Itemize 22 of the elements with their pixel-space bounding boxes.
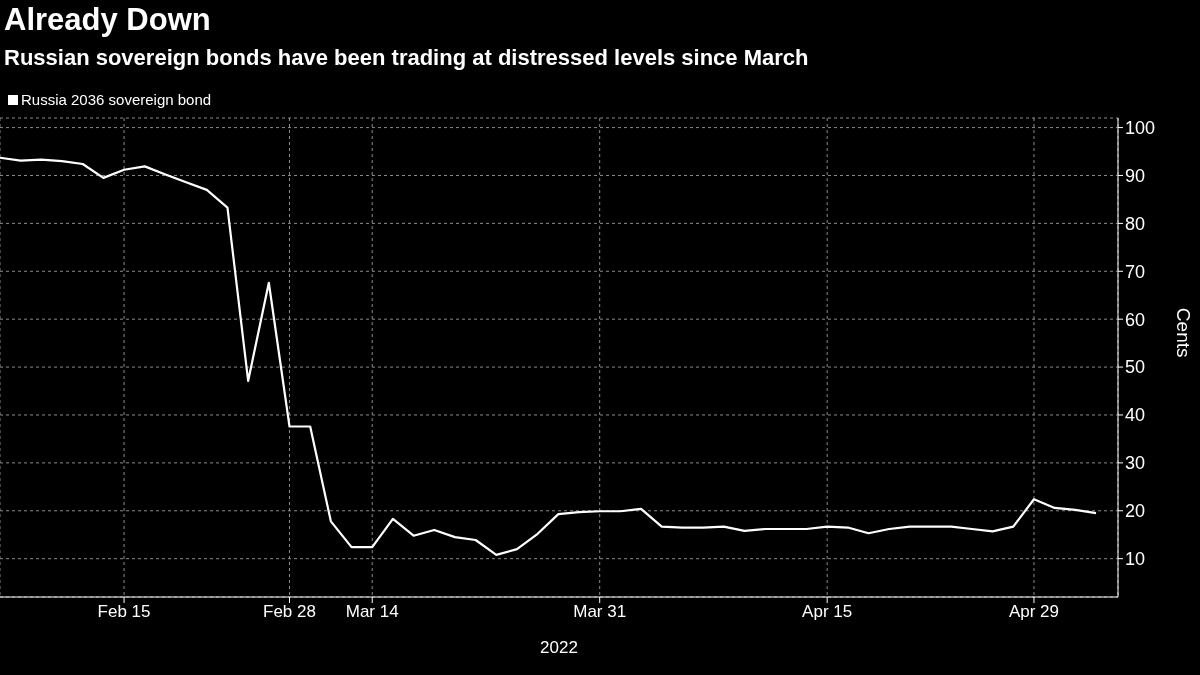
x-tick-label: Feb 15 (97, 602, 151, 622)
x-tick-label: Apr 15 (802, 602, 853, 622)
chart-title: Already Down (4, 2, 211, 38)
y-tick-label: 100 (1125, 117, 1156, 138)
y-tick-label: 30 (1125, 453, 1146, 474)
y-tick-label: 60 (1125, 309, 1146, 330)
chart-subtitle: Russian sovereign bonds have been trading at distressed levels since March (4, 45, 809, 71)
y-tick-label: 70 (1125, 261, 1146, 282)
y-tick-label: 10 (1125, 549, 1146, 570)
x-tick-label: Feb 28 (263, 602, 316, 622)
x-tick-label: Mar 31 (573, 602, 627, 622)
y-tick-label: 40 (1125, 405, 1146, 426)
y-tick-label: 90 (1125, 165, 1146, 186)
legend-label: Russia 2036 sovereign bond (21, 91, 212, 108)
x-tick-label: Apr 29 (1008, 602, 1060, 622)
y-tick-label: 80 (1125, 213, 1146, 234)
y-tick-label: 20 (1125, 501, 1146, 522)
y-tick-label: 50 (1125, 357, 1146, 378)
line-series (0, 156, 1098, 556)
x-axis-title: 2022 (540, 638, 578, 657)
x-tick-label: Mar 14 (345, 602, 399, 622)
y-axis-title: Cents (1173, 307, 1195, 358)
